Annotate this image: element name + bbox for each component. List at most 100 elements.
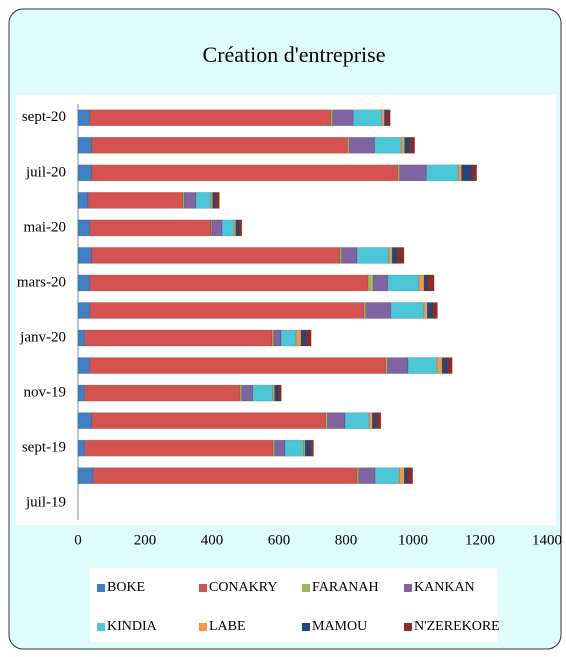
bar-segment xyxy=(384,109,387,127)
bar-segment xyxy=(91,412,327,429)
bar-segment xyxy=(89,302,365,319)
bar-segment xyxy=(441,357,448,374)
bar-segment xyxy=(77,329,85,347)
bar-segment xyxy=(195,192,212,209)
bar-segment xyxy=(284,439,304,457)
bar-segment xyxy=(432,302,438,319)
bar-segment xyxy=(363,302,367,319)
bar-segment xyxy=(77,247,92,264)
bar-segment xyxy=(397,164,400,182)
bar-segment xyxy=(91,137,348,154)
bar-segment xyxy=(423,302,428,319)
bar-segment xyxy=(404,467,408,484)
bar-segment xyxy=(84,384,241,402)
bar-segment xyxy=(427,274,435,292)
y-tick-label: janv-20 xyxy=(19,329,66,345)
bar-segment xyxy=(295,329,302,347)
bar-segment xyxy=(239,384,243,402)
bar-segment xyxy=(272,439,275,457)
y-tick-label: sept-19 xyxy=(22,440,66,456)
bar-segment xyxy=(77,192,89,209)
y-tick-label: sept-20 xyxy=(22,109,66,125)
y-tick-label: mai-20 xyxy=(24,219,67,235)
bar-segment xyxy=(372,412,377,429)
bar-segment xyxy=(272,384,275,402)
bar-segment xyxy=(77,164,92,182)
bar-segment xyxy=(349,137,375,154)
bar-segment xyxy=(358,467,376,484)
x-tick-label: 1200 xyxy=(465,532,495,548)
bar-segment xyxy=(344,412,370,429)
legend-swatch xyxy=(97,584,105,592)
bar-segment xyxy=(436,357,443,374)
bar-segment xyxy=(92,467,358,484)
bar-segment xyxy=(418,274,425,292)
bar-segment xyxy=(77,467,94,484)
x-tick-label: 200 xyxy=(134,532,157,548)
bar-segment xyxy=(356,247,390,264)
bar-segment xyxy=(387,274,420,292)
x-tick-label: 400 xyxy=(201,532,224,548)
legend-swatch xyxy=(199,623,207,631)
legend-swatch xyxy=(302,623,310,631)
bar-segment xyxy=(385,357,388,374)
legend-swatch xyxy=(199,584,207,592)
legend-swatch xyxy=(404,623,412,631)
bar-segment xyxy=(77,302,90,319)
bar-segment xyxy=(407,357,438,374)
bar-segment xyxy=(368,412,373,429)
x-tick-label: 0 xyxy=(74,532,82,548)
bar-segment xyxy=(332,109,354,127)
bar-segment xyxy=(273,329,282,347)
chart-title: Création d'entreprise xyxy=(203,42,386,67)
bar-segment xyxy=(89,357,387,374)
bar-segment xyxy=(212,192,216,209)
bar-segment xyxy=(387,357,409,374)
bar-segment xyxy=(274,384,279,402)
bar-segment xyxy=(381,109,385,127)
bar-segment xyxy=(341,247,358,264)
bar-segment xyxy=(89,274,369,292)
y-tick-label: nov-19 xyxy=(24,385,67,401)
legend-label: BOKE xyxy=(107,580,145,595)
bar-segment xyxy=(210,192,213,209)
bar-segment xyxy=(271,329,274,347)
bar-segment xyxy=(390,302,425,319)
bar-segment xyxy=(252,384,274,402)
bar-segment xyxy=(277,384,282,402)
bar-segment xyxy=(77,384,85,402)
legend-label: KANKAN xyxy=(414,580,475,595)
bar-segment xyxy=(397,247,405,264)
bar-segment xyxy=(274,439,286,457)
bar-segment xyxy=(87,192,184,209)
bar-segment xyxy=(235,219,239,237)
legend-swatch xyxy=(404,584,412,592)
bar-segment xyxy=(330,109,333,127)
x-tick-label: 600 xyxy=(268,532,291,548)
bar-segment xyxy=(374,137,402,154)
bar-segment xyxy=(327,412,346,429)
bar-segment xyxy=(241,384,254,402)
bar-segment xyxy=(304,439,311,457)
bar-segment xyxy=(353,109,383,127)
bar-segment xyxy=(238,219,243,237)
bar-segment xyxy=(427,302,433,319)
bar-segment xyxy=(365,302,392,319)
bar-segment xyxy=(77,357,90,374)
bar-segment xyxy=(89,109,332,127)
bar-segment xyxy=(91,247,341,264)
bar-segment xyxy=(375,412,382,429)
legend-label: CONAKRY xyxy=(209,580,277,595)
y-tick-label: juil-19 xyxy=(25,495,66,511)
legend-label: LABE xyxy=(209,619,246,634)
bar-segment xyxy=(372,274,389,292)
bar-segment xyxy=(401,137,405,154)
bar-segment xyxy=(77,439,85,457)
bar-segment xyxy=(325,412,328,429)
bar-segment xyxy=(309,439,314,457)
y-tick-label: juil-20 xyxy=(25,164,66,180)
bar-segment xyxy=(347,137,350,154)
bar-segment xyxy=(339,247,342,264)
bar-segment xyxy=(233,219,237,237)
